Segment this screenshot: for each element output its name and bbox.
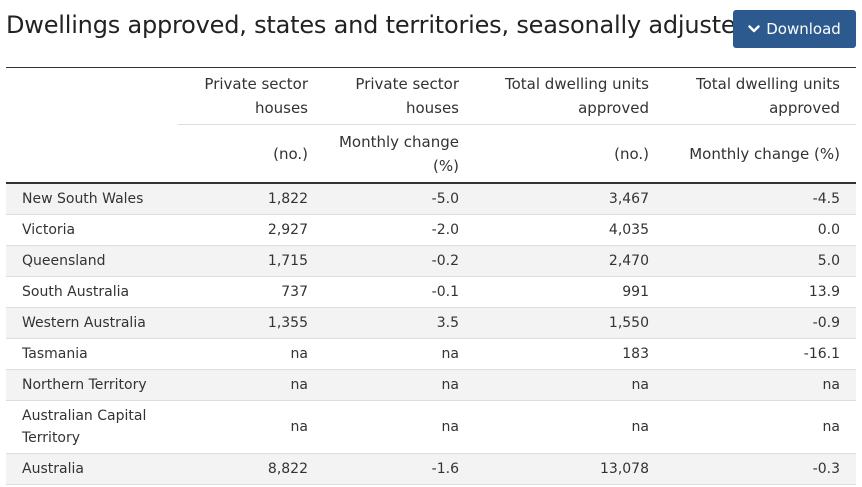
table-cell: 13,078 xyxy=(475,453,665,485)
table-cell: 1,715 xyxy=(178,245,324,277)
table-header: Private sector houses Private sector hou… xyxy=(6,67,856,184)
table-cell: 13.9 xyxy=(665,276,856,308)
table-cell: 183 xyxy=(475,338,665,370)
table-cell: 5.0 xyxy=(665,245,856,277)
header-unit-cell: Monthly change (%) xyxy=(324,124,475,184)
table-cell: -0.9 xyxy=(665,307,856,339)
table-cell: 2,927 xyxy=(178,214,324,246)
table-cell: -0.3 xyxy=(665,453,856,485)
row-label: Northern Territory xyxy=(6,369,178,401)
table-cell: -2.0 xyxy=(324,214,475,246)
table-cell: 1,355 xyxy=(178,307,324,339)
table-row: Australian Capital Territory na na na na xyxy=(6,400,856,454)
table-cell: 4,035 xyxy=(475,214,665,246)
table-cell: na xyxy=(475,400,665,454)
row-label: Australian Capital Territory xyxy=(6,400,178,454)
header-cell: Total dwelling units approved xyxy=(475,67,665,125)
table-row-total: Australia 8,822 -1.6 13,078 -0.3 xyxy=(6,453,856,485)
table-cell: -5.0 xyxy=(324,183,475,215)
table-row: Western Australia 1,355 3.5 1,550 -0.9 xyxy=(6,307,856,339)
table-row: Queensland 1,715 -0.2 2,470 5.0 xyxy=(6,245,856,277)
header-cell: Total dwelling units approved xyxy=(665,67,856,125)
table-cell: -0.2 xyxy=(324,245,475,277)
row-label: Western Australia xyxy=(6,307,178,339)
table-cell: na xyxy=(178,338,324,370)
table-cell: na xyxy=(324,400,475,454)
header-row-units: (no.) Monthly change (%) (no.) Monthly c… xyxy=(6,124,856,184)
download-button[interactable]: Download xyxy=(733,10,856,48)
header-unit-cell: (no.) xyxy=(178,124,324,184)
chevron-down-icon xyxy=(748,23,760,35)
table-body: New South Wales 1,822 -5.0 3,467 -4.5 Vi… xyxy=(6,183,856,485)
table-cell: na xyxy=(324,369,475,401)
table-row: Tasmania na na 183 -16.1 xyxy=(6,338,856,370)
table-cell: na xyxy=(178,369,324,401)
table-row: Northern Territory na na na na xyxy=(6,369,856,401)
row-label: South Australia xyxy=(6,276,178,308)
table-cell: 8,822 xyxy=(178,453,324,485)
download-button-label: Download xyxy=(766,20,841,38)
table-cell: na xyxy=(178,400,324,454)
table-cell: -16.1 xyxy=(665,338,856,370)
header-unit-cell: (no.) xyxy=(475,124,665,184)
header-cell: Private sector houses xyxy=(324,67,475,125)
row-label: Victoria xyxy=(6,214,178,246)
table-row: Victoria 2,927 -2.0 4,035 0.0 xyxy=(6,214,856,246)
row-label: New South Wales xyxy=(6,183,178,215)
header-unit-cell: Monthly change (%) xyxy=(665,124,856,184)
page-title: Dwellings approved, states and territori… xyxy=(6,11,751,39)
table-row: South Australia 737 -0.1 991 13.9 xyxy=(6,276,856,308)
table-cell: 3.5 xyxy=(324,307,475,339)
table-cell: na xyxy=(475,369,665,401)
dwellings-table: Private sector houses Private sector hou… xyxy=(6,67,856,485)
table-cell: na xyxy=(324,338,475,370)
table-cell: 737 xyxy=(178,276,324,308)
header-stub xyxy=(6,67,178,125)
row-label: Tasmania xyxy=(6,338,178,370)
table-cell: 2,470 xyxy=(475,245,665,277)
table-cell: na xyxy=(665,400,856,454)
table-cell: 991 xyxy=(475,276,665,308)
header-cell: Private sector houses xyxy=(178,67,324,125)
table-cell: -0.1 xyxy=(324,276,475,308)
row-label: Australia xyxy=(6,453,178,485)
row-label: Queensland xyxy=(6,245,178,277)
table-cell: 1,822 xyxy=(178,183,324,215)
header-stub xyxy=(6,124,178,184)
table-row: New South Wales 1,822 -5.0 3,467 -4.5 xyxy=(6,183,856,215)
table-cell: 1,550 xyxy=(475,307,665,339)
table-cell: na xyxy=(665,369,856,401)
table-cell: 3,467 xyxy=(475,183,665,215)
table-cell: -4.5 xyxy=(665,183,856,215)
header-row-measures: Private sector houses Private sector hou… xyxy=(6,67,856,125)
table-cell: -1.6 xyxy=(324,453,475,485)
table-cell: 0.0 xyxy=(665,214,856,246)
